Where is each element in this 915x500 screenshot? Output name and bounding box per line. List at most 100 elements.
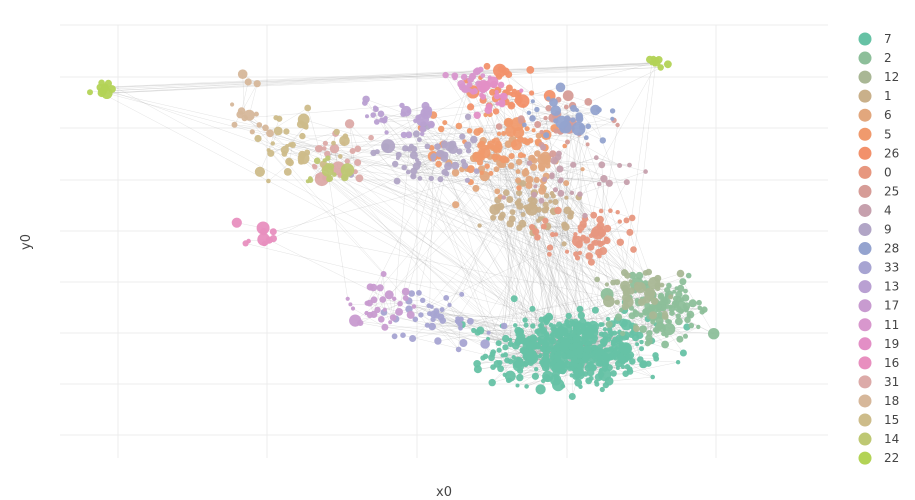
graph-node-cluster-28[interactable] <box>530 99 535 104</box>
graph-node-cluster-26[interactable] <box>508 102 515 108</box>
graph-node-cluster-9[interactable] <box>405 169 411 175</box>
graph-node-cluster-7[interactable] <box>493 360 502 368</box>
graph-node-cluster-4[interactable] <box>550 156 558 165</box>
graph-node-cluster-5[interactable] <box>524 126 530 132</box>
graph-node-cluster-26[interactable] <box>516 94 521 99</box>
graph-node-cluster-31[interactable] <box>344 119 355 129</box>
graph-node-cluster-0[interactable] <box>617 219 622 224</box>
graph-node-cluster-7[interactable] <box>508 337 513 342</box>
graph-node-cluster-4[interactable] <box>557 189 565 197</box>
graph-node-cluster-7[interactable] <box>565 312 572 320</box>
legend-item-4[interactable]: 4 <box>858 203 892 217</box>
graph-node-cluster-9[interactable] <box>439 150 445 155</box>
graph-node-cluster-2[interactable] <box>688 299 697 308</box>
graph-node-cluster-14[interactable] <box>305 179 310 184</box>
graph-node-cluster-7[interactable] <box>597 348 605 356</box>
graph-node-cluster-4[interactable] <box>538 197 545 204</box>
graph-node-cluster-17[interactable] <box>374 306 381 314</box>
graph-node-cluster-28[interactable] <box>560 128 565 133</box>
graph-node-cluster-7[interactable] <box>594 381 600 387</box>
graph-node-cluster-7[interactable] <box>564 346 569 351</box>
graph-node-cluster-7[interactable] <box>639 339 644 345</box>
graph-node-cluster-7[interactable] <box>504 357 511 364</box>
graph-node-cluster-2[interactable] <box>663 323 676 336</box>
graph-node-cluster-31[interactable] <box>344 158 350 164</box>
graph-node-cluster-33[interactable] <box>486 330 491 335</box>
graph-node-cluster-7[interactable] <box>510 295 518 303</box>
graph-node-cluster-16[interactable] <box>242 240 249 247</box>
graph-node-cluster-1[interactable] <box>548 199 553 204</box>
graph-node-cluster-1[interactable] <box>552 198 559 205</box>
graph-node-cluster-7[interactable] <box>610 339 616 344</box>
graph-node-cluster-7[interactable] <box>496 347 502 353</box>
graph-node-cluster-17[interactable] <box>392 296 397 301</box>
graph-node-cluster-18[interactable] <box>249 129 255 135</box>
graph-node-cluster-7[interactable] <box>577 311 585 320</box>
graph-node-cluster-33[interactable] <box>455 346 462 353</box>
graph-node-cluster-12[interactable] <box>668 294 674 300</box>
graph-node-cluster-7[interactable] <box>588 375 594 381</box>
graph-node-cluster-33[interactable] <box>455 319 461 325</box>
graph-node-cluster-7[interactable] <box>602 360 609 368</box>
graph-node-cluster-12[interactable] <box>633 284 640 291</box>
graph-node-cluster-7[interactable] <box>515 383 520 388</box>
graph-node-cluster-4[interactable] <box>549 174 555 180</box>
graph-node-cluster-15[interactable] <box>273 115 279 121</box>
graph-node-cluster-26[interactable] <box>529 90 535 96</box>
graph-node-cluster-13[interactable] <box>381 117 388 124</box>
graph-node-cluster-26[interactable] <box>521 103 526 108</box>
graph-node-cluster-7[interactable] <box>589 364 597 372</box>
graph-node-cluster-0[interactable] <box>534 234 541 241</box>
graph-node-cluster-0[interactable] <box>583 236 591 244</box>
graph-node-cluster-7[interactable] <box>553 350 567 363</box>
graph-node-cluster-9[interactable] <box>428 175 434 182</box>
graph-node-cluster-12[interactable] <box>614 299 620 305</box>
graph-node-cluster-6[interactable] <box>452 201 460 209</box>
graph-node-cluster-33[interactable] <box>408 290 416 297</box>
graph-node-cluster-0[interactable] <box>603 224 612 233</box>
graph-node-cluster-7[interactable] <box>534 328 541 335</box>
graph-node-cluster-7[interactable] <box>635 342 640 347</box>
graph-node-cluster-28[interactable] <box>570 104 577 112</box>
graph-node-cluster-7[interactable] <box>587 320 599 333</box>
graph-node-cluster-5[interactable] <box>455 122 463 130</box>
graph-node-cluster-15[interactable] <box>270 141 275 146</box>
graph-node-cluster-5[interactable] <box>493 147 500 154</box>
graph-node-cluster-19[interactable] <box>493 93 501 100</box>
graph-node-cluster-6[interactable] <box>528 154 536 163</box>
graph-node-cluster-31[interactable] <box>322 140 328 146</box>
graph-node-cluster-28[interactable] <box>526 110 532 116</box>
graph-node-cluster-15[interactable] <box>297 152 310 165</box>
graph-node-cluster-7[interactable] <box>563 332 568 337</box>
graph-node-cluster-4[interactable] <box>531 191 538 198</box>
graph-node-cluster-7[interactable] <box>538 353 543 358</box>
graph-node-cluster-13[interactable] <box>416 113 429 127</box>
graph-node-cluster-19[interactable] <box>470 88 477 95</box>
graph-node-cluster-17[interactable] <box>382 307 387 312</box>
graph-node-cluster-7[interactable] <box>531 372 540 380</box>
graph-node-cluster-31[interactable] <box>329 144 340 154</box>
graph-node-cluster-7[interactable] <box>645 360 652 367</box>
legend-item-33[interactable]: 33 <box>858 261 900 275</box>
graph-node-cluster-7[interactable] <box>554 360 568 374</box>
graph-node-cluster-1[interactable] <box>535 206 542 213</box>
graph-node-cluster-15[interactable] <box>266 178 271 184</box>
graph-node-cluster-7[interactable] <box>553 354 558 359</box>
graph-node-cluster-2[interactable] <box>665 304 670 309</box>
graph-node-cluster-1[interactable] <box>537 216 543 222</box>
graph-node-cluster-33[interactable] <box>443 295 450 301</box>
graph-node-cluster-9[interactable] <box>382 143 390 151</box>
graph-node-cluster-25[interactable] <box>543 115 548 121</box>
graph-node-cluster-0[interactable] <box>616 238 624 246</box>
graph-node-cluster-4[interactable] <box>570 161 577 168</box>
graph-node-cluster-22[interactable] <box>101 85 108 91</box>
graph-node-cluster-13[interactable] <box>421 101 430 110</box>
legend-item-14[interactable]: 14 <box>858 432 900 446</box>
graph-node-cluster-9[interactable] <box>430 153 437 160</box>
graph-node-cluster-5[interactable] <box>516 185 522 191</box>
graph-node-cluster-28[interactable] <box>599 137 606 144</box>
graph-node-cluster-1[interactable] <box>493 203 501 211</box>
graph-node-cluster-4[interactable] <box>605 179 613 187</box>
graph-node-cluster-19[interactable] <box>499 92 508 101</box>
graph-node-cluster-9[interactable] <box>414 157 420 163</box>
